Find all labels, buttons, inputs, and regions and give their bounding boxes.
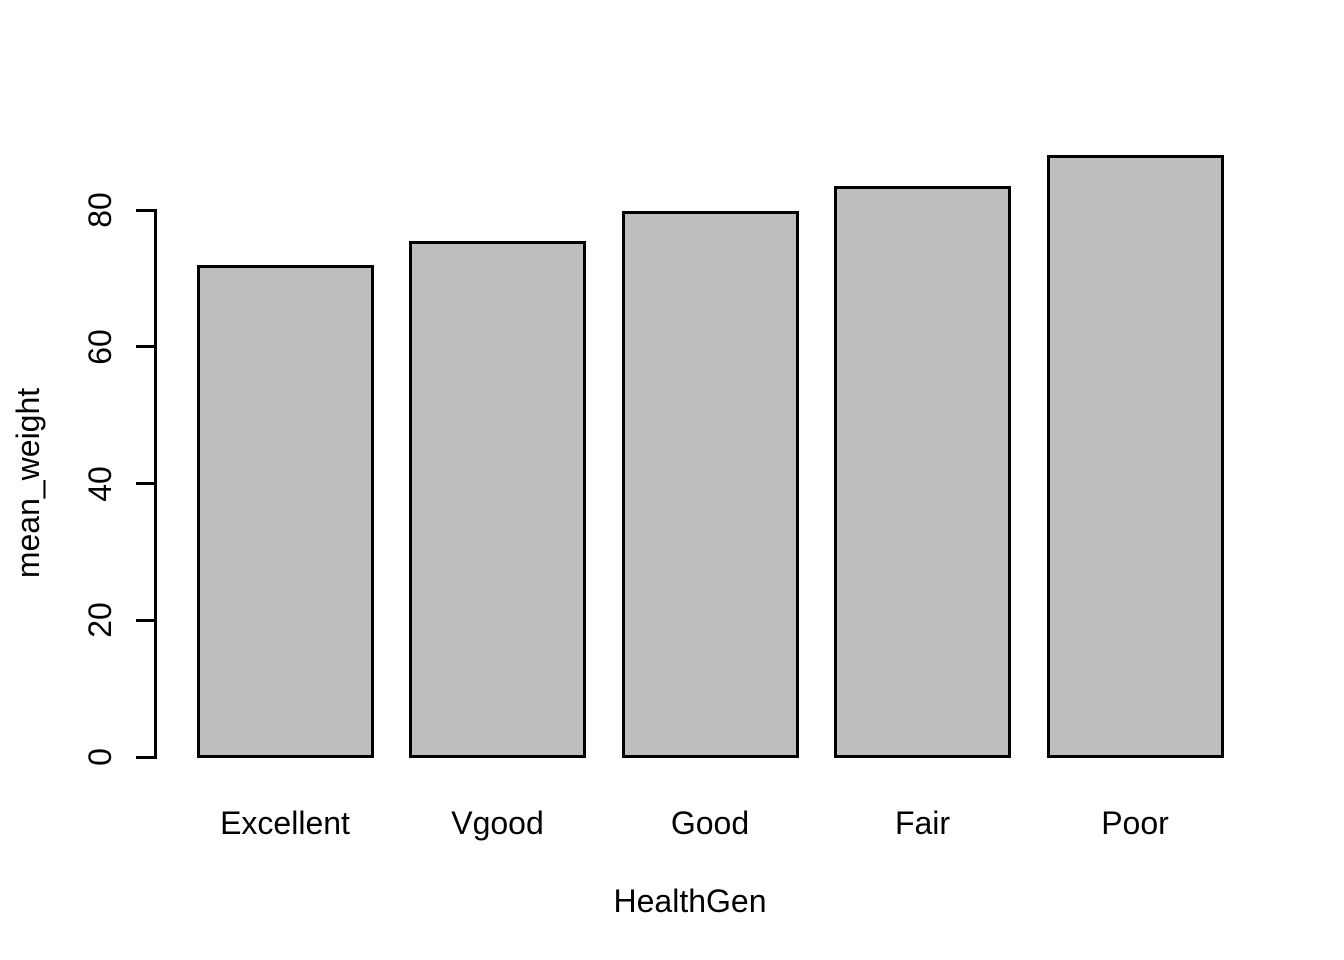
y-tick <box>136 755 154 759</box>
bar-excellent <box>196 265 374 759</box>
y-tick-label: 0 <box>82 748 118 766</box>
x-category-label-poor: Poor <box>1101 805 1169 841</box>
bar-poor <box>1046 155 1224 759</box>
y-tick <box>136 208 154 212</box>
x-category-label-excellent: Excellent <box>220 805 350 841</box>
y-tick <box>136 345 154 349</box>
y-tick-label: 60 <box>82 328 118 365</box>
bar-fair <box>834 186 1011 759</box>
y-axis-line <box>154 208 157 759</box>
y-tick-label: 40 <box>82 465 118 502</box>
x-category-label-vgood: Vgood <box>451 805 544 841</box>
bar-vgood <box>409 241 586 759</box>
bar-good <box>621 210 799 759</box>
y-tick-label: 20 <box>82 602 118 639</box>
y-tick-label: 80 <box>82 192 118 228</box>
y-tick <box>136 482 154 485</box>
y-tick <box>136 618 154 622</box>
x-axis-title: HealthGen <box>613 883 767 919</box>
x-category-label-good: Good <box>670 805 750 841</box>
x-category-label-fair: Fair <box>894 805 951 841</box>
